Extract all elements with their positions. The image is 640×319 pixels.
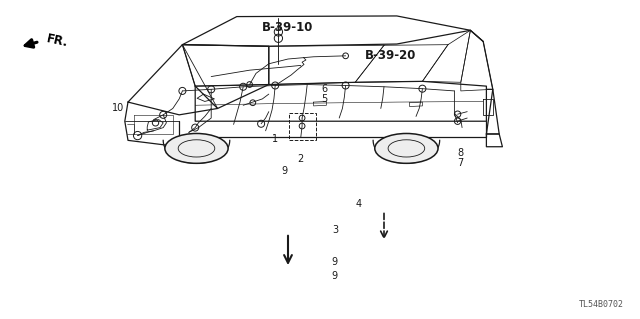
Text: 5: 5 bbox=[321, 94, 328, 104]
Text: 8: 8 bbox=[458, 148, 464, 158]
Text: B-39-20: B-39-20 bbox=[365, 49, 416, 62]
Text: 9: 9 bbox=[282, 166, 288, 176]
Text: FR.: FR. bbox=[45, 32, 69, 49]
Ellipse shape bbox=[375, 133, 438, 163]
Text: B-39-10: B-39-10 bbox=[262, 21, 314, 33]
Text: 10: 10 bbox=[112, 103, 124, 114]
Ellipse shape bbox=[165, 133, 228, 163]
Text: 3: 3 bbox=[333, 225, 339, 235]
Text: 6: 6 bbox=[321, 84, 328, 94]
Text: 9: 9 bbox=[332, 256, 338, 267]
Text: 4: 4 bbox=[355, 199, 362, 209]
Text: 1: 1 bbox=[272, 134, 278, 144]
Text: 2: 2 bbox=[298, 154, 304, 165]
Text: 7: 7 bbox=[458, 158, 464, 168]
Text: TL54B0702: TL54B0702 bbox=[579, 300, 624, 309]
Text: 9: 9 bbox=[332, 271, 338, 281]
